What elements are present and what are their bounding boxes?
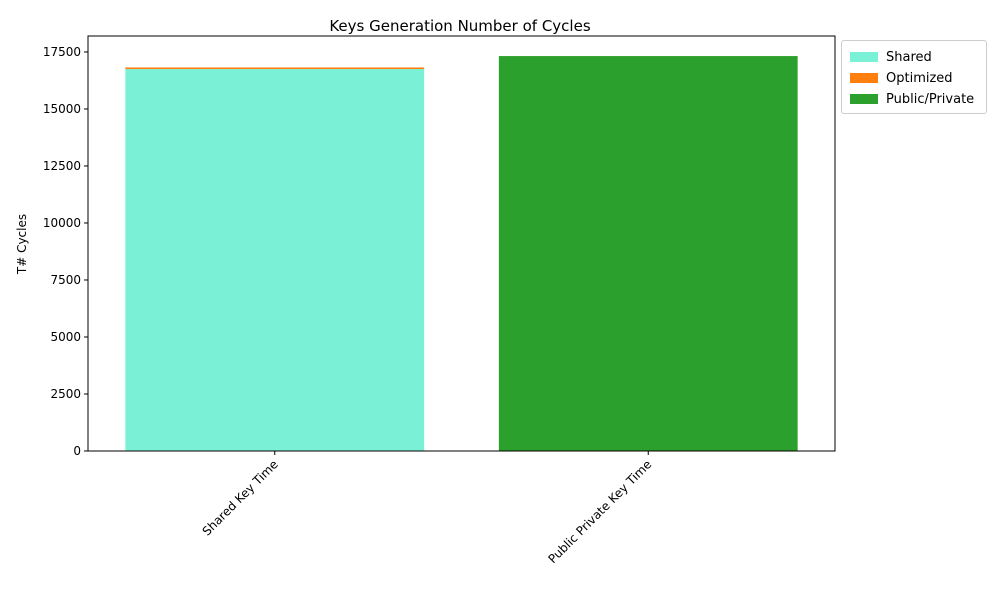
legend-label-public-private: Public/Private (886, 91, 975, 107)
legend: Shared Optimized Public/Private (841, 40, 987, 114)
y-tick-label-4: 10000 (43, 216, 81, 230)
y-axis-label: T# Cycles (15, 214, 29, 275)
plot-frame (87, 35, 836, 452)
legend-label-optimized: Optimized (886, 70, 953, 86)
legend-swatch-shared (850, 52, 878, 62)
chart-title: Keys Generation Number of Cycles (329, 17, 590, 35)
legend-entry-optimized: Optimized (850, 69, 953, 87)
x-tick-label-1: Public Private Key Time (546, 457, 655, 566)
y-tick-label-5: 12500 (43, 159, 81, 173)
legend-label-shared: Shared (886, 49, 932, 65)
bar-shared-0 (125, 69, 425, 452)
legend-swatch-public-private (850, 94, 878, 104)
x-tick-label-0: Shared Key Time (200, 457, 281, 538)
bars-layer (125, 56, 798, 452)
y-tick-label-6: 15000 (43, 102, 81, 116)
legend-entry-public-private: Public/Private (850, 90, 974, 108)
y-tick-label-3: 7500 (50, 273, 81, 287)
y-tick-label-7: 17500 (43, 45, 81, 59)
y-tick-label-1: 2500 (50, 387, 81, 401)
legend-entry-shared: Shared (850, 48, 932, 66)
bar-public-private-1 (498, 56, 798, 452)
y-tick-label-2: 5000 (50, 330, 81, 344)
legend-swatch-optimized (850, 73, 878, 83)
bar-optimized-0 (125, 67, 425, 70)
y-tick-label-0: 0 (73, 444, 81, 458)
